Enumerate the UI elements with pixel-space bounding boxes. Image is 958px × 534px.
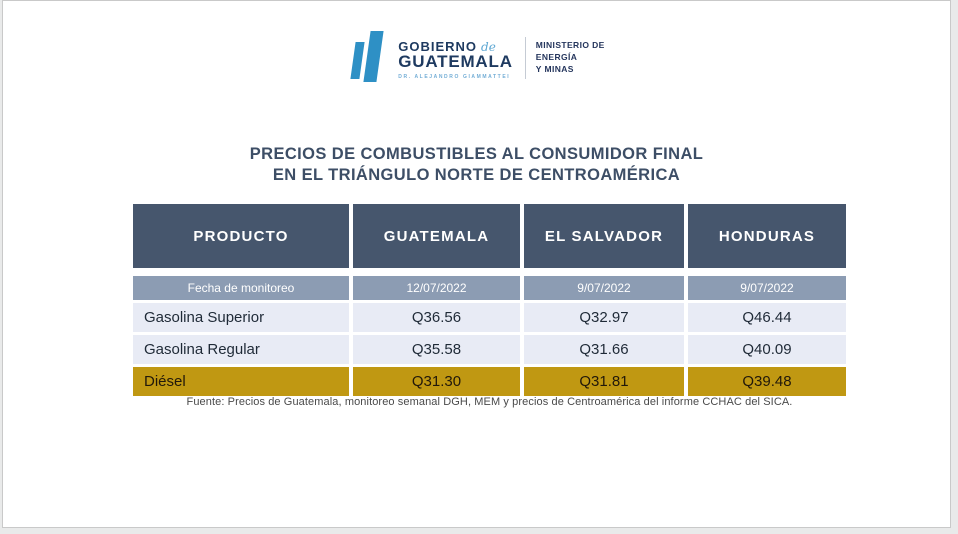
table-row-gasolina-superior: Gasolina Superior Q36.56 Q32.97 Q46.44 — [133, 303, 846, 332]
price-cell: Q36.56 — [353, 303, 520, 332]
ministry-line: Y MINAS — [535, 63, 574, 74]
header-el-salvador: EL SALVADOR — [524, 204, 684, 268]
government-logo: GOBIERNO de GUATEMALA DR. ALEJANDRO GIAM… — [3, 31, 950, 85]
price-cell: Q35.58 — [353, 335, 520, 364]
title-line-2: EN EL TRIÁNGULO NORTE DE CENTROAMÉRICA — [272, 166, 681, 184]
date-el-salvador: 9/07/2022 — [524, 276, 684, 300]
date-row-label: Fecha de monitoreo — [133, 276, 349, 300]
price-cell: Q40.09 — [688, 335, 846, 364]
price-cell: Q32.97 — [524, 303, 684, 332]
logo-president-text: DR. ALEJANDRO GIAMMATTEI — [398, 74, 511, 80]
logo-text-block: GOBIERNO de GUATEMALA DR. ALEJANDRO GIAM… — [398, 31, 513, 80]
logo-divider — [524, 37, 526, 79]
slide-canvas: GOBIERNO de GUATEMALA DR. ALEJANDRO GIAM… — [2, 0, 951, 528]
price-cell: Q31.66 — [524, 335, 684, 364]
prices-table: PRODUCTO GUATEMALA EL SALVADOR HONDURAS … — [133, 204, 846, 396]
price-cell: Q31.30 — [353, 367, 520, 396]
source-footnote: Fuente: Precios de Guatemala, monitoreo … — [186, 396, 793, 408]
table-row-gasolina-regular: Gasolina Regular Q35.58 Q31.66 Q40.09 — [133, 335, 846, 364]
product-name: Diésel — [133, 367, 349, 396]
price-cell: Q31.81 — [524, 367, 684, 396]
date-guatemala: 12/07/2022 — [353, 276, 520, 300]
header-guatemala: GUATEMALA — [353, 204, 520, 268]
price-cell: Q39.48 — [688, 367, 846, 396]
product-name: Gasolina Superior — [133, 303, 349, 332]
date-honduras: 9/07/2022 — [688, 276, 846, 300]
logo-guatemala-text: GUATEMALA — [398, 52, 513, 71]
ministry-line: MINISTERIO DE — [535, 40, 605, 50]
monitoring-date-row: Fecha de monitoreo 12/07/2022 9/07/2022 … — [133, 276, 846, 300]
price-cell: Q46.44 — [688, 303, 846, 332]
title-line-1: PRECIOS DE COMBUSTIBLES AL CONSUMIDOR FI… — [249, 145, 704, 163]
table-row-diesel: Diésel Q31.30 Q31.81 Q39.48 — [133, 367, 846, 396]
header-honduras: HONDURAS — [688, 204, 846, 268]
ministry-line: ENERGÍA — [535, 51, 578, 62]
page-title: PRECIOS DE COMBUSTIBLES AL CONSUMIDOR FI… — [3, 144, 950, 186]
header-producto: PRODUCTO — [133, 204, 349, 268]
table-header-row: PRODUCTO GUATEMALA EL SALVADOR HONDURAS — [133, 204, 846, 268]
logo-de-text: de — [481, 40, 496, 54]
guatemala-bars-icon — [348, 31, 388, 85]
ministry-name: MINISTERIO DE ENERGÍA Y MINAS — [536, 31, 605, 76]
product-name: Gasolina Regular — [133, 335, 349, 364]
logo-gobierno-text: GOBIERNO — [398, 39, 478, 54]
